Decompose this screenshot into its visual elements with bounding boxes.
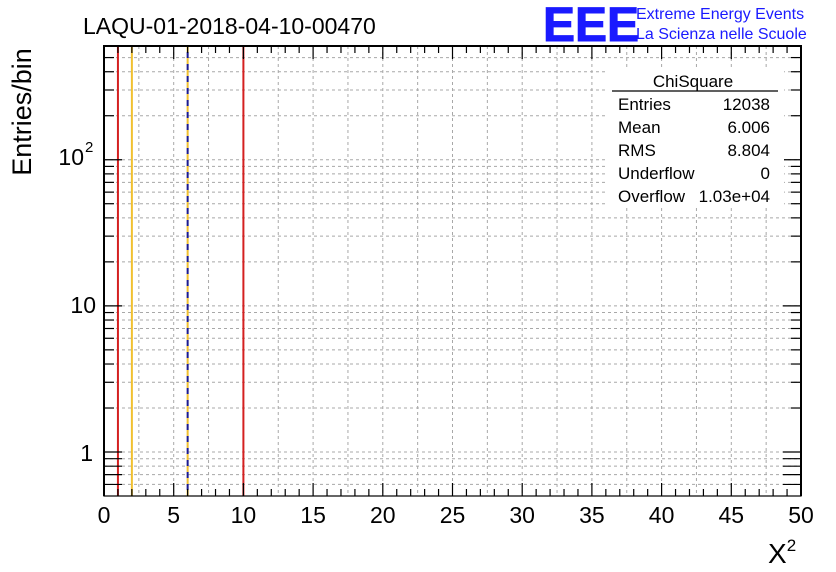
stats-value-rms: 8.804 [727,141,770,160]
stats-value-mean: 6.006 [727,118,770,137]
x-tick-label: 5 [167,502,180,528]
x-tick-label: 35 [579,502,605,528]
y-tick-label-10: 10 [70,292,96,318]
chart-title: LAQU-01-2018-04-10-00470 [83,13,376,39]
y-axis-label: Entries/bin [7,48,37,176]
stats-box: ChiSquare Entries 12038 Mean 6.006 RMS 8… [606,68,784,206]
stats-label-overflow: Overflow [618,187,686,206]
x-axis-label: X2 [768,536,796,569]
eee-logo-text: EEE [543,0,639,52]
eee-logo: EEE Extreme Energy Events La Scienza nel… [543,0,807,53]
stats-label-mean: Mean [618,118,661,137]
y-tick-label-1: 1 [80,440,93,466]
x-tick-label: 10 [231,502,257,528]
plot-frame [103,45,802,497]
stats-label-entries: Entries [618,95,671,114]
x-tick-label: 0 [98,502,111,528]
logo-line-2: La Scienza nelle Scuole [636,26,807,43]
x-axis-label-base: X [768,538,787,569]
stats-title: ChiSquare [653,72,733,91]
x-tick-label: 15 [300,502,326,528]
stats-value-underflow: 0 [761,164,770,183]
y-tick-label-100-base: 10 [58,144,84,170]
x-tick-label: 45 [719,502,745,528]
stats-label-underflow: Underflow [618,164,695,183]
vertical-marker-lines [116,46,245,496]
x-tick-label: 20 [370,502,396,528]
x-tick-label: 50 [788,502,814,528]
x-tick-label: 25 [440,502,466,528]
stats-value-entries: 12038 [723,95,770,114]
axis-ticks [103,46,802,496]
x-axis-label-exponent: 2 [787,536,796,555]
logo-line-1: Extreme Energy Events [636,6,804,23]
x-tick-label: 40 [649,502,675,528]
grid-lines [104,46,801,496]
stats-value-overflow: 1.03e+04 [699,187,770,206]
x-tick-labels: 0 5 10 15 20 25 30 35 40 45 50 [98,502,814,528]
stats-label-rms: RMS [618,141,656,160]
y-tick-label-100-exponent: 2 [85,139,93,156]
x-tick-label: 30 [509,502,535,528]
y-tick-labels: 1 10 10 2 [58,139,96,466]
